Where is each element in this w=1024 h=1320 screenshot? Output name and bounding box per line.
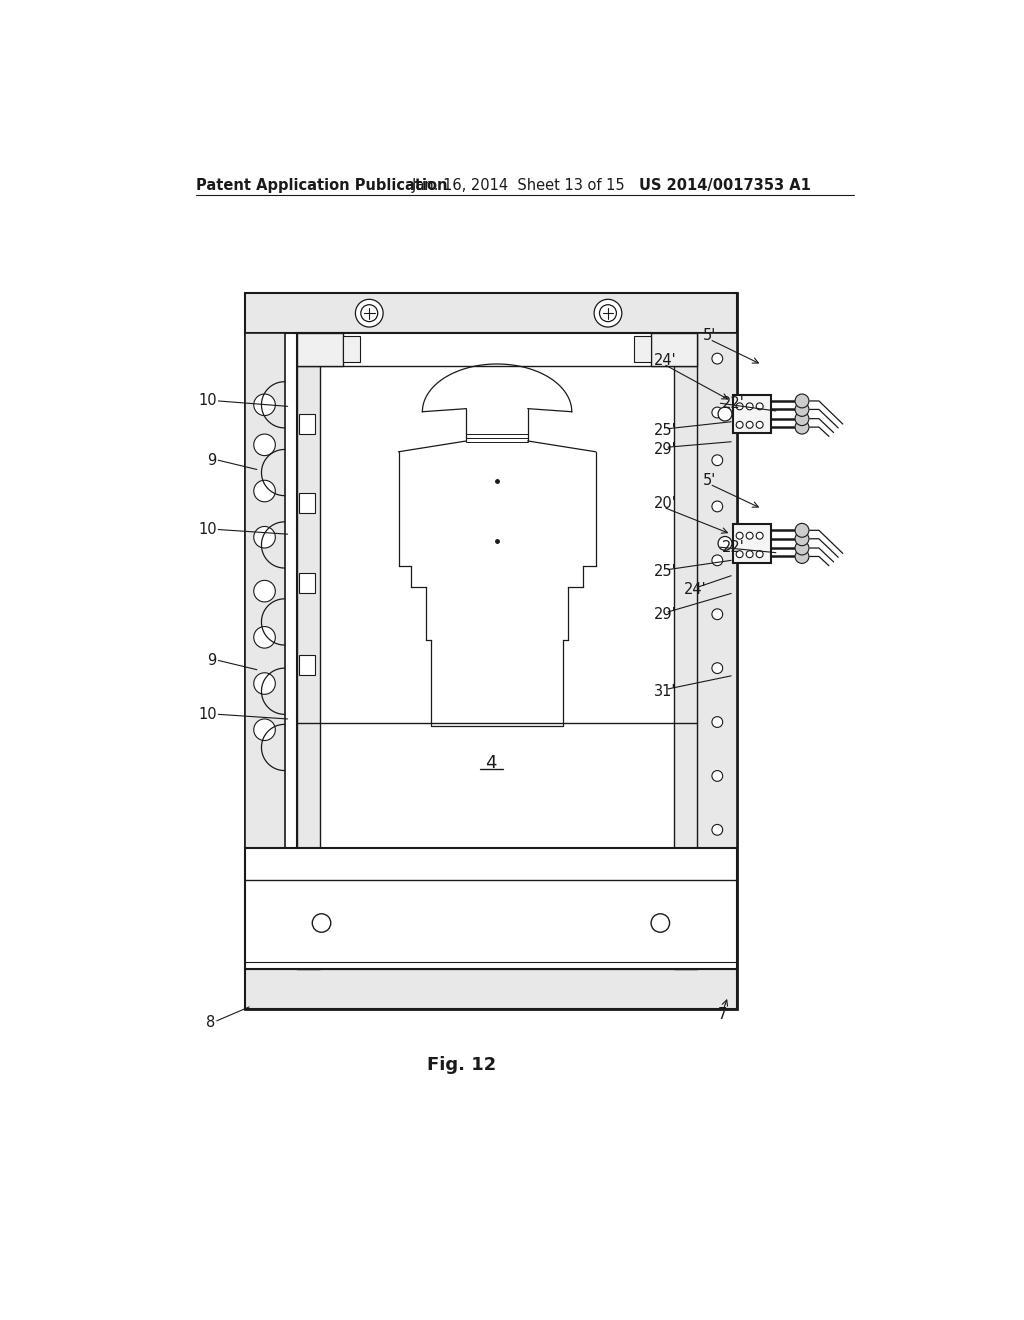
Text: 31': 31' xyxy=(654,684,677,698)
Circle shape xyxy=(712,609,723,619)
Bar xyxy=(733,395,771,433)
Circle shape xyxy=(736,403,743,409)
Circle shape xyxy=(756,421,763,428)
Circle shape xyxy=(712,554,723,566)
Circle shape xyxy=(594,300,622,327)
Text: Fig. 12: Fig. 12 xyxy=(427,1056,497,1073)
Circle shape xyxy=(651,913,670,932)
Circle shape xyxy=(756,550,763,557)
Bar xyxy=(297,333,343,366)
Circle shape xyxy=(746,421,753,428)
Circle shape xyxy=(795,541,809,554)
Circle shape xyxy=(254,395,275,416)
Text: 8: 8 xyxy=(206,1015,215,1030)
Bar xyxy=(651,333,697,366)
Circle shape xyxy=(712,407,723,418)
Bar xyxy=(634,337,651,363)
Circle shape xyxy=(254,581,275,602)
Circle shape xyxy=(355,300,383,327)
Circle shape xyxy=(795,403,809,416)
Bar xyxy=(245,293,737,333)
Text: 9: 9 xyxy=(208,453,217,467)
Circle shape xyxy=(712,502,723,512)
Circle shape xyxy=(756,532,763,539)
Circle shape xyxy=(712,825,723,836)
Text: Patent Application Publication: Patent Application Publication xyxy=(196,178,447,193)
Bar xyxy=(360,933,634,956)
Circle shape xyxy=(254,673,275,694)
Circle shape xyxy=(795,524,809,537)
Text: 5': 5' xyxy=(702,473,716,488)
Bar xyxy=(245,847,737,969)
Bar xyxy=(245,293,737,1010)
Text: 29': 29' xyxy=(654,442,677,457)
Circle shape xyxy=(597,900,615,919)
Circle shape xyxy=(795,420,809,434)
Circle shape xyxy=(254,480,275,502)
Circle shape xyxy=(756,403,763,409)
Bar xyxy=(297,333,697,969)
Bar xyxy=(299,655,315,675)
Text: 22': 22' xyxy=(722,540,744,554)
Text: Jan. 16, 2014  Sheet 13 of 15: Jan. 16, 2014 Sheet 13 of 15 xyxy=(412,178,626,193)
Circle shape xyxy=(746,532,753,539)
Text: 29': 29' xyxy=(654,607,677,622)
Bar xyxy=(299,414,315,434)
Circle shape xyxy=(746,403,753,409)
Circle shape xyxy=(795,532,809,545)
Text: US 2014/0017353 A1: US 2014/0017353 A1 xyxy=(639,178,811,193)
Circle shape xyxy=(254,719,275,741)
Circle shape xyxy=(736,421,743,428)
Text: 9: 9 xyxy=(208,653,217,668)
Bar xyxy=(733,524,771,562)
Bar xyxy=(245,969,737,1010)
Circle shape xyxy=(795,395,809,408)
Circle shape xyxy=(712,932,723,942)
Circle shape xyxy=(254,527,275,548)
Circle shape xyxy=(712,663,723,673)
Circle shape xyxy=(736,532,743,539)
Circle shape xyxy=(254,627,275,648)
Text: 10: 10 xyxy=(199,706,217,722)
Circle shape xyxy=(312,913,331,932)
Circle shape xyxy=(795,549,809,564)
Circle shape xyxy=(712,354,723,364)
Text: 10: 10 xyxy=(199,521,217,537)
Text: 24': 24' xyxy=(683,582,706,597)
Circle shape xyxy=(254,434,275,455)
Text: 24': 24' xyxy=(654,352,677,368)
Circle shape xyxy=(379,900,397,919)
Bar xyxy=(343,337,360,363)
Text: 25': 25' xyxy=(654,424,677,438)
Bar xyxy=(674,333,697,969)
Circle shape xyxy=(795,412,809,425)
Circle shape xyxy=(746,550,753,557)
Circle shape xyxy=(712,455,723,466)
Circle shape xyxy=(718,407,732,421)
Text: 22': 22' xyxy=(722,396,744,411)
Circle shape xyxy=(712,878,723,890)
Bar xyxy=(297,333,319,969)
Circle shape xyxy=(712,717,723,727)
Text: 25': 25' xyxy=(654,565,677,579)
Text: 5': 5' xyxy=(702,327,716,343)
Circle shape xyxy=(718,536,732,550)
Bar xyxy=(299,573,315,594)
Circle shape xyxy=(712,771,723,781)
Text: 10: 10 xyxy=(199,393,217,408)
Bar xyxy=(245,333,285,969)
Circle shape xyxy=(736,550,743,557)
Text: 20': 20' xyxy=(654,496,677,511)
Text: 4: 4 xyxy=(485,754,497,772)
Bar xyxy=(697,333,737,969)
Text: 7: 7 xyxy=(717,1007,727,1022)
Bar xyxy=(299,494,315,513)
